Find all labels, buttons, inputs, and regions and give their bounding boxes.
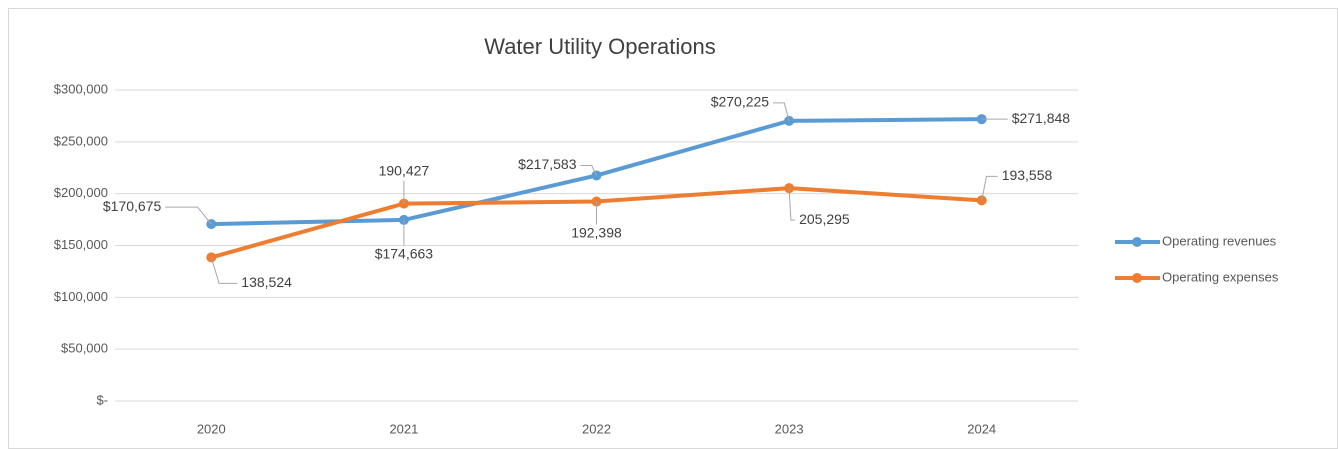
leader-line — [981, 175, 998, 201]
data-label: $271,848 — [1012, 110, 1071, 126]
chart-title: Water Utility Operations — [484, 34, 715, 59]
chart-frame — [8, 8, 1338, 449]
x-tick-label: 2023 — [775, 421, 804, 436]
x-tick-label: 2021 — [389, 421, 418, 436]
data-label: 192,398 — [571, 224, 622, 240]
legend-label: Operating revenues — [1162, 233, 1277, 248]
y-tick-label: $150,000 — [54, 237, 108, 252]
leader-line — [210, 257, 238, 284]
leader-line — [165, 206, 212, 225]
y-tick-label: $300,000 — [54, 81, 108, 96]
leader-line — [788, 188, 796, 221]
legend-marker — [1132, 237, 1142, 247]
data-label: $270,225 — [711, 94, 770, 110]
y-tick-label: $100,000 — [54, 289, 108, 304]
legend-marker — [1132, 273, 1142, 283]
y-tick-label: $250,000 — [54, 133, 108, 148]
data-label: 205,295 — [799, 211, 850, 227]
y-tick-label: $200,000 — [54, 185, 108, 200]
y-tick-label: $- — [96, 392, 108, 407]
data-label: $217,583 — [518, 156, 577, 172]
leader-line — [773, 102, 790, 121]
legend-label: Operating expenses — [1162, 269, 1279, 284]
x-tick-label: 2022 — [582, 421, 611, 436]
data-label: $174,663 — [375, 246, 434, 262]
x-tick-label: 2024 — [967, 421, 996, 436]
data-label: 190,427 — [379, 162, 430, 178]
leader-line — [580, 164, 597, 176]
data-label: $170,675 — [103, 198, 162, 214]
data-label: 138,524 — [241, 274, 292, 290]
x-tick-label: 2020 — [197, 421, 226, 436]
y-tick-label: $50,000 — [61, 341, 108, 356]
data-label: 193,558 — [1002, 167, 1053, 183]
